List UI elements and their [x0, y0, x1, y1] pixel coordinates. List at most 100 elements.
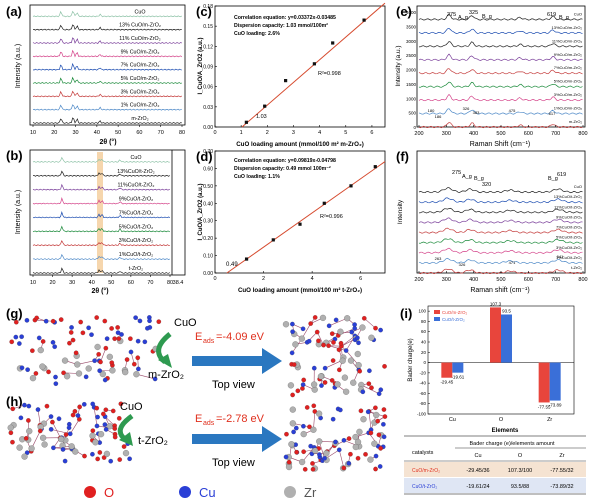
scatter-chart-d: 0 2 4 6 0.00 0.10 0.20 0.30 0.40 0.50 0.60 0.70	[203, 149, 386, 282]
atom	[133, 315, 138, 320]
y-tick-label: 0.00	[203, 271, 213, 277]
atom	[333, 317, 339, 323]
bond	[316, 331, 324, 346]
y-tick-label: 0.03	[203, 105, 213, 111]
raman-trace-label: 7%CuO/m-ZrO₂	[554, 65, 583, 70]
atom	[68, 330, 74, 335]
atom	[382, 414, 388, 419]
xrd-b-right-tick-label: 38.4	[173, 280, 184, 286]
atom	[338, 407, 343, 413]
bond	[329, 317, 348, 327]
atom	[53, 374, 58, 380]
raman-trace	[418, 238, 583, 244]
table-catalysts-header: catalysts	[412, 450, 434, 456]
atom	[95, 456, 100, 462]
atom	[21, 453, 28, 460]
atom	[112, 426, 118, 431]
e-peak-619: 619	[547, 12, 556, 18]
c-annotation-1: Correlation equation: y=0.03372x-0.03485	[234, 15, 336, 21]
xrd-trace-label: m-ZrO₂	[131, 116, 148, 122]
x-tick-label: 0	[213, 130, 216, 136]
c-annotation-3: CuO loading: 2.6%	[234, 31, 280, 37]
legend-cu-label: Cu	[199, 485, 216, 500]
raman-y-tick-label: 0	[413, 125, 416, 130]
highlight-band-b	[97, 152, 103, 273]
atom	[343, 348, 349, 353]
atom	[348, 451, 353, 457]
atom	[67, 431, 73, 437]
atom	[26, 403, 32, 409]
bar-value-label: 107.3	[490, 301, 502, 306]
xrd-trace	[32, 10, 182, 18]
y-tick-label: 0.20	[203, 236, 213, 242]
atom	[128, 336, 133, 342]
atom	[10, 406, 16, 412]
xrd-b-xlabel: 2θ (°)	[91, 287, 108, 295]
scatter-chart-c: 0 1 2 3 4 5 6 0.00 0.03 0.06 0.09 0.12 0.15 0.18	[203, 2, 386, 136]
raman-trace	[418, 247, 583, 254]
atom	[109, 367, 116, 374]
g-top-view-label: Top view	[212, 379, 255, 391]
atom	[373, 325, 378, 331]
atom	[367, 456, 374, 463]
h-curved-arrow-head	[119, 432, 133, 446]
xrd-a-ylabel: Intensity (a.u.)	[15, 44, 22, 88]
xrd-tick-label: 10	[30, 130, 36, 136]
bar	[490, 307, 501, 363]
bar-value-label: -19.61	[451, 375, 464, 380]
raman-trace	[418, 13, 583, 21]
raman-tick-label: 500	[496, 277, 505, 283]
raman-trace-label: 11%CuO/m-ZrO₂	[552, 38, 583, 43]
panel-label-d: (d)	[196, 149, 213, 164]
xrd-trace-label: 7%CuO/t-ZrO₂	[119, 210, 153, 216]
panel-d: (d) 0 2 4 6 0.00 0.10 0.20 0.30 0.40 0.50 0.60 0.70…	[196, 149, 386, 294]
atom	[317, 452, 322, 457]
xrd-trace-label: CuO	[135, 9, 146, 15]
xrd-trace	[32, 197, 170, 205]
plot-frame-i	[427, 305, 575, 415]
atom	[308, 321, 313, 326]
bar-chart-i: -100 -80 -60 -40 -20 0 20 40 60 80 100 Cu -29.45-19.…	[417, 301, 574, 423]
xrd-b-ticks: 10 20 30 40 50 60 70 80 38.4	[30, 275, 183, 286]
panel-i: (i) -100 -80 -60 -40 -20 0 20 40 60 80 100 Cu -29.45…	[400, 301, 586, 495]
panel-h: (h) CuO t-ZrO₂ E ads =-2.78 eV Top view	[6, 394, 388, 472]
atom	[23, 436, 29, 441]
d-annotation-2: Dispersion capacity: 0.49 mmol 100m⁻²	[234, 166, 331, 172]
atom	[46, 369, 51, 375]
atom	[9, 339, 15, 345]
atom	[124, 357, 130, 362]
atom	[366, 381, 372, 386]
fit-line	[226, 161, 386, 274]
atom	[343, 388, 350, 395]
xrd-trace	[32, 90, 183, 98]
x-tick-label: 3	[292, 130, 295, 136]
atom	[112, 434, 118, 440]
xrd-trace	[32, 225, 170, 233]
g-cuo-label: CuO	[174, 317, 197, 329]
atom	[53, 381, 59, 386]
raman-bottom-peak-label: 383	[473, 110, 480, 115]
xrd-trace	[33, 170, 170, 177]
xrd-b-traces	[32, 156, 170, 274]
atom	[13, 334, 19, 340]
atom	[308, 443, 313, 449]
atom	[289, 406, 296, 413]
atom	[330, 358, 336, 363]
atom	[356, 428, 363, 435]
atom	[295, 388, 301, 394]
atom	[341, 438, 347, 443]
g-top-view-arrow	[192, 348, 282, 374]
raman-trace-label: 1%CuO/t-ZrO₂	[556, 255, 582, 260]
atom	[56, 416, 62, 422]
atom	[136, 366, 141, 372]
raman-y-tick-label: 2500	[406, 53, 417, 58]
atom	[106, 353, 113, 360]
h-support-label: t-ZrO₂	[138, 435, 168, 447]
f-peak-Bg1: B_g	[474, 176, 484, 182]
xrd-tick-label: 60	[136, 130, 142, 136]
h-top-view-label: Top view	[212, 457, 255, 469]
y-tick-label: -40	[419, 381, 426, 386]
molecular-model-cuo-t-zro2	[7, 401, 132, 464]
atom	[121, 444, 127, 449]
atom	[321, 342, 326, 348]
